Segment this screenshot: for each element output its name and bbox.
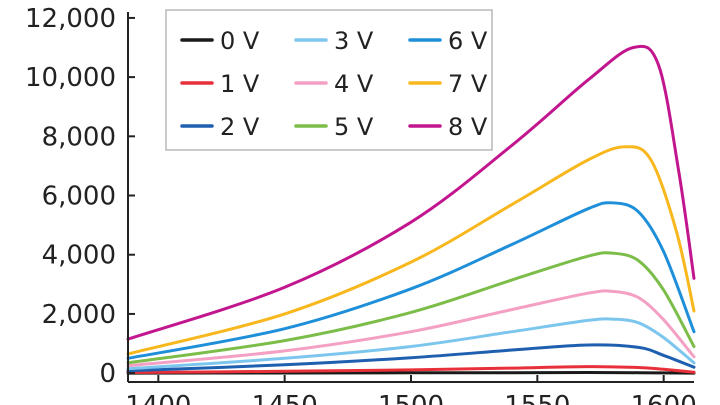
legend-label: 8 V (448, 113, 488, 141)
legend-box (165, 9, 493, 151)
legend: 0 V 1 V 2 V 3 V 4 V 5 V 6 V 7 V 8 V (165, 9, 493, 151)
y-tick-label: 2,000 (42, 300, 116, 330)
series-line-8v (126, 44, 696, 341)
series-lines (126, 44, 696, 375)
legend-label: 7 V (448, 70, 488, 98)
x-tick-label: 1450 (252, 391, 318, 405)
legend-label: 4 V (334, 70, 374, 98)
axes: 0 2,000 4,000 6,000 8,000 10,000 12,000 1400 145… (25, 4, 697, 405)
series-line-4v (126, 289, 696, 368)
y-tick-label: 4,000 (42, 241, 116, 271)
series-line-2v (126, 343, 696, 373)
legend-label: 3 V (334, 27, 374, 55)
x-tick-label: 1600 (631, 391, 697, 405)
series-line-0v (126, 371, 696, 375)
x-tick-label: 1400 (125, 391, 191, 405)
legend-label: 0 V (220, 27, 260, 55)
x-tick-label: 1550 (504, 391, 570, 405)
x-tick-label: 1500 (378, 391, 444, 405)
series-line-6v (126, 201, 696, 360)
series-line-3v (126, 317, 696, 371)
y-tick-label: 6,000 (42, 182, 116, 212)
legend-label: 6 V (448, 27, 488, 55)
series-line-1v (126, 365, 696, 374)
legend-label: 5 V (334, 113, 374, 141)
y-tick-label: 12,000 (25, 4, 116, 34)
series-line-5v (126, 251, 696, 365)
y-tick-label: 8,000 (42, 122, 116, 152)
series-line-7v (126, 145, 696, 356)
y-tick-label: 10,000 (25, 63, 116, 93)
legend-label: 1 V (220, 70, 260, 98)
legend-label: 2 V (220, 113, 260, 141)
y-tick-label: 0 (99, 359, 116, 389)
